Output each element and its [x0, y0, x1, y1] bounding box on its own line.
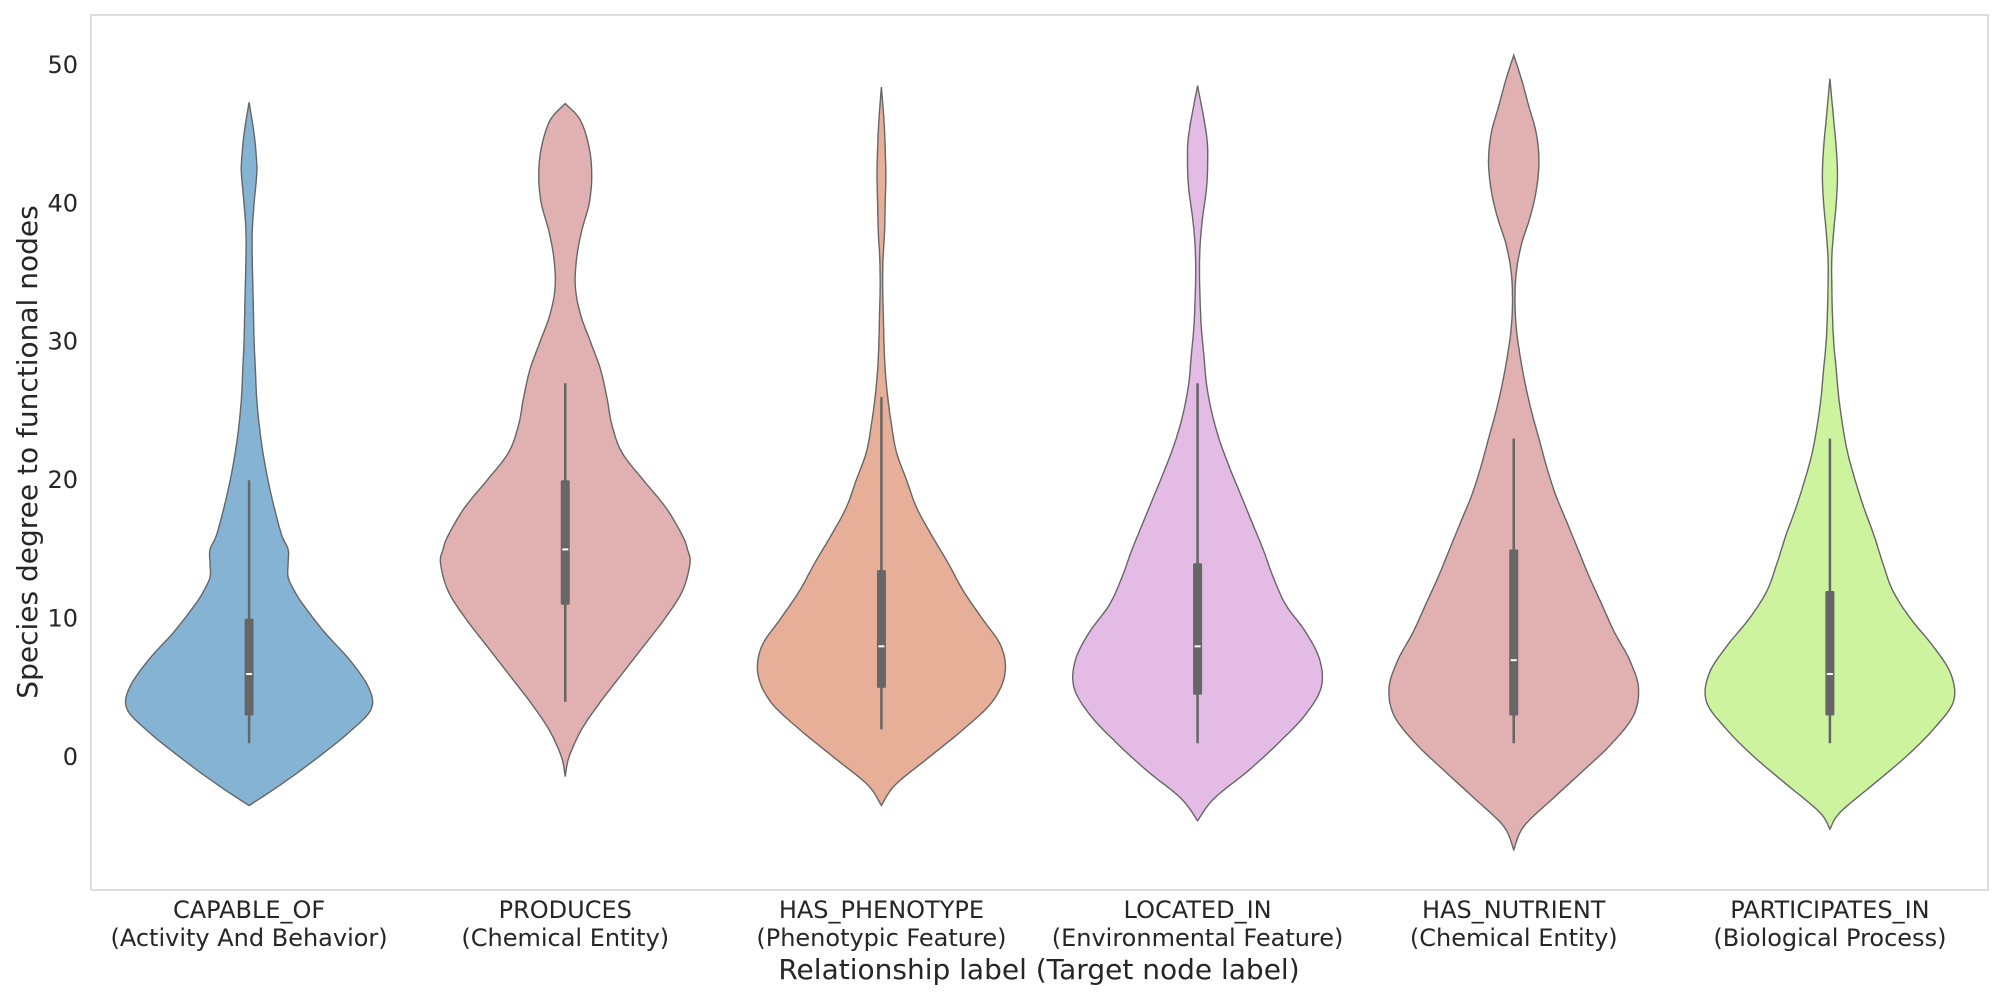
x-category-label: HAS_PHENOTYPE [779, 896, 984, 924]
x-category-target-label: (Chemical Entity) [1410, 924, 1618, 952]
violin-located-in [1071, 85, 1324, 823]
y-tick-label: 30 [47, 328, 78, 356]
x-category-target-label: (Biological Process) [1713, 924, 1946, 952]
violin-layer [124, 52, 1956, 852]
violin-capable-of [124, 102, 374, 807]
violin-iqr-box [244, 618, 254, 716]
x-category-label: PARTICIPATES_IN [1730, 896, 1929, 924]
violin-body [124, 102, 374, 807]
x-category-labels: CAPABLE_OF(Activity And Behavior) PRODUCE… [110, 896, 1946, 952]
violin-has-phenotype [756, 86, 1007, 807]
x-category-target-label: (Chemical Entity) [461, 924, 669, 952]
x-category-label: HAS_NUTRIENT [1422, 896, 1606, 924]
violin-produces [439, 102, 691, 777]
x-category-label: PRODUCES [499, 896, 632, 924]
x-axis-title: Relationship label (Target node label) [778, 953, 1299, 986]
plot-frame [90, 14, 1989, 891]
violin-iqr-box [1193, 563, 1203, 695]
y-tick-label: 20 [47, 466, 78, 494]
y-tick-labels: 0 10 20 30 40 50 [47, 51, 78, 771]
x-category-label: CAPABLE_OF [173, 896, 325, 924]
x-category-target-label: (Environmental Feature) [1052, 924, 1344, 952]
violin-participates-in [1704, 78, 1956, 831]
violin-iqr-box [876, 570, 886, 688]
violin-iqr-box [1825, 590, 1835, 716]
y-axis-title: Species degree to functional nodes [11, 205, 44, 698]
x-category-target-label: (Phenotypic Feature) [756, 924, 1006, 952]
y-tick-label: 0 [63, 743, 78, 771]
violin-iqr-box [560, 480, 570, 605]
x-category-target-label: (Activity And Behavior) [110, 924, 387, 952]
violin-iqr-box [1509, 549, 1519, 716]
y-tick-label: 50 [47, 51, 78, 79]
y-tick-label: 10 [47, 605, 78, 633]
x-category-label: LOCATED_IN [1124, 896, 1272, 924]
violin-has-nutrient [1388, 52, 1640, 852]
y-tick-label: 40 [47, 189, 78, 217]
